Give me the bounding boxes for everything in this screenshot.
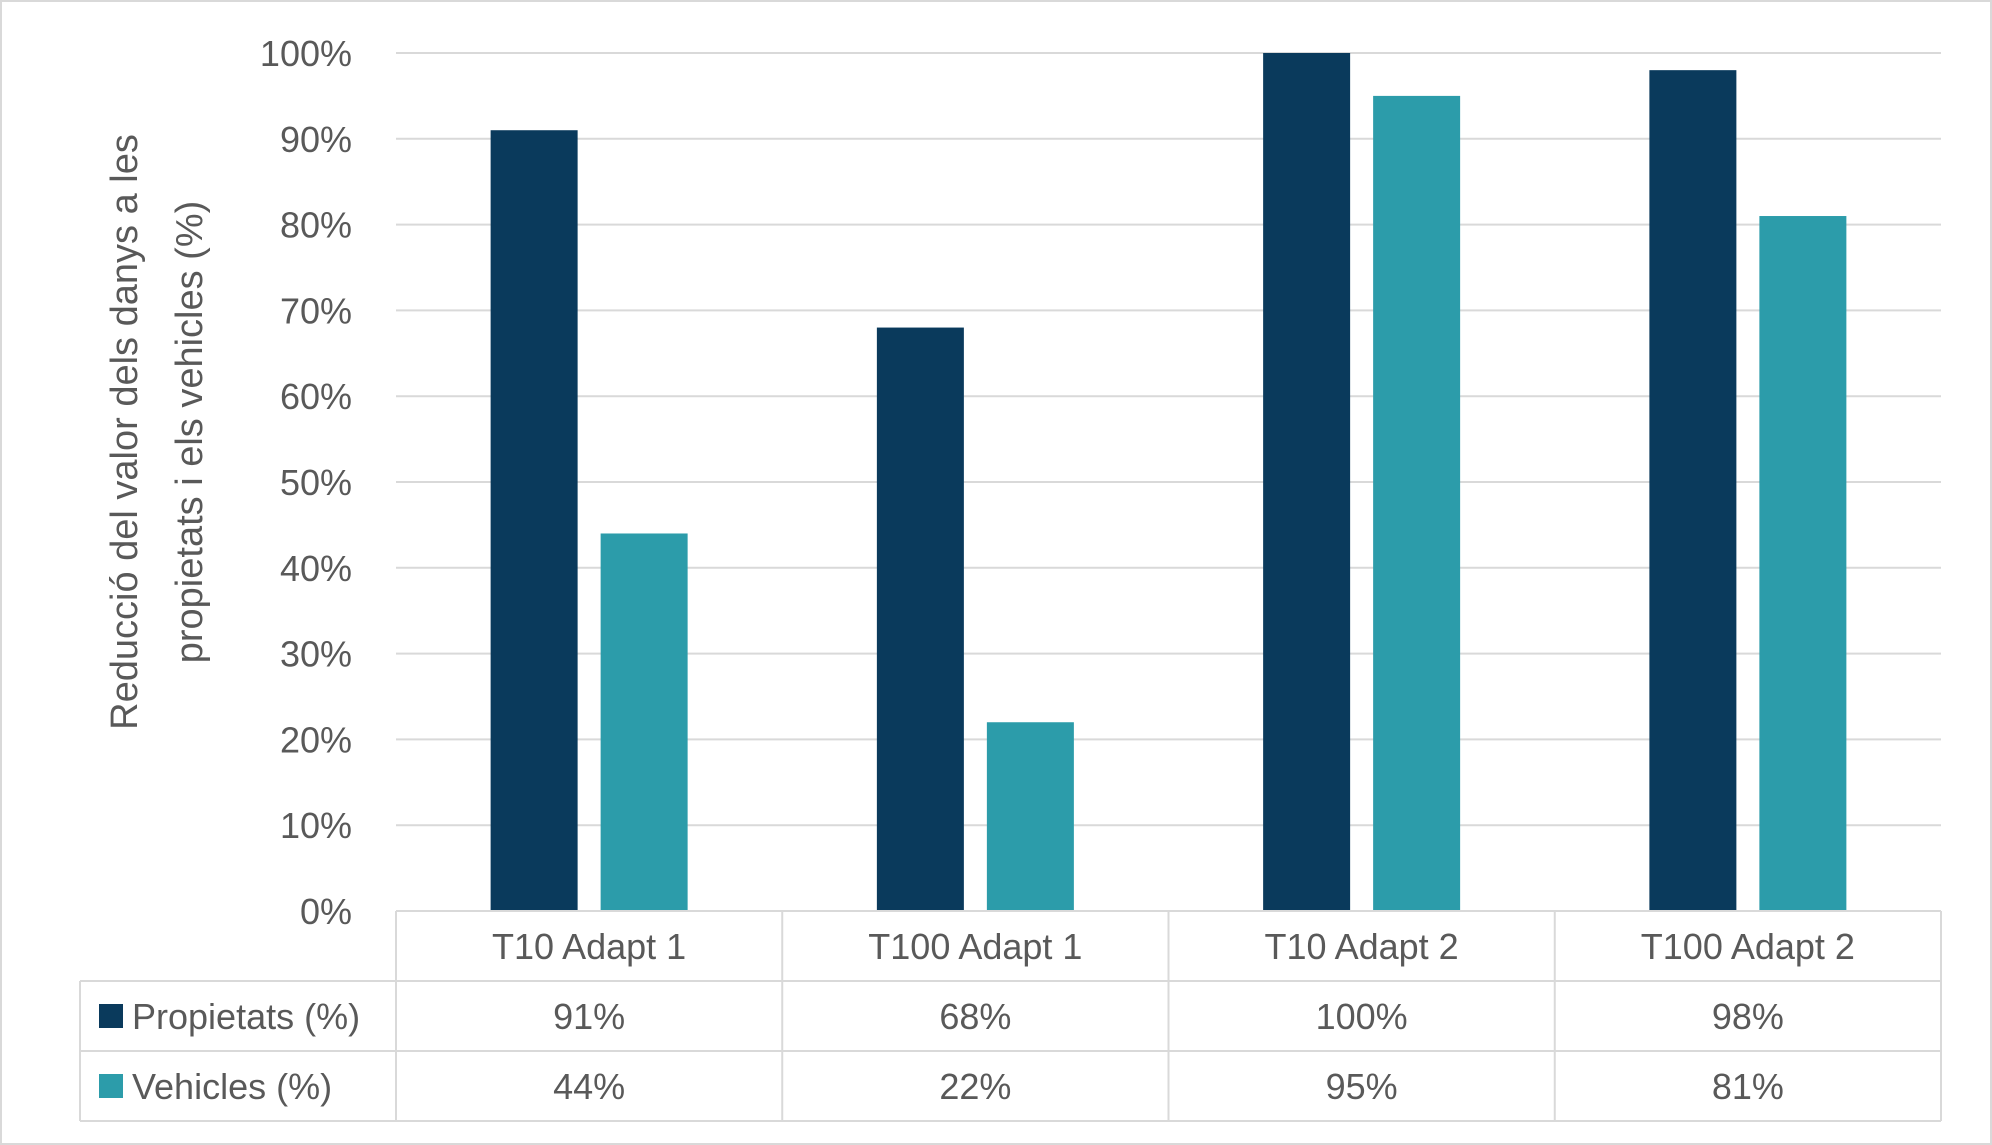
y-tick-label: 80% [280, 205, 352, 246]
bars [490, 53, 1847, 912]
table-value: 98% [1712, 996, 1784, 1037]
y-tick-label: 60% [280, 376, 352, 417]
bar-propietats [1649, 70, 1737, 911]
y-tick-label: 70% [280, 290, 352, 331]
y-tick-label: 100% [260, 33, 352, 74]
y-tick-label: 30% [280, 634, 352, 675]
legend-label: Vehicles (%) [132, 1066, 332, 1107]
y-axis-title: Reducció del valor dels danys a les prop… [104, 134, 211, 730]
table-value: 100% [1316, 996, 1408, 1037]
y-tick-label: 0% [300, 891, 352, 932]
data-table: T10 Adapt 1 T100 Adapt 1 T10 Adapt 2 T100 A… [79, 910, 1942, 1122]
bar-vehicles [1759, 216, 1847, 911]
legend-label: Propietats (%) [132, 996, 360, 1037]
table-value: 95% [1326, 1066, 1398, 1107]
table-value: 22% [939, 1066, 1011, 1107]
legend-key-vehicles [99, 1074, 123, 1098]
bar-vehicles [1373, 95, 1461, 911]
table-value: 81% [1712, 1066, 1784, 1107]
y-tick-label: 90% [280, 119, 352, 160]
y-tick-label: 10% [280, 805, 352, 846]
bar-propietats [1263, 53, 1351, 911]
bar-propietats [876, 327, 964, 911]
category-label: T100 Adapt 1 [868, 926, 1082, 967]
category-label: T10 Adapt 2 [1265, 926, 1459, 967]
legend-key-propietats [99, 1004, 123, 1028]
y-axis-title-line-2: propietats i els vehicles (%) [169, 201, 211, 664]
table-value: 91% [553, 996, 625, 1037]
category-label: T100 Adapt 2 [1641, 926, 1855, 967]
table-value: 68% [939, 996, 1011, 1037]
bar-vehicles [986, 722, 1074, 911]
bar-propietats [490, 130, 578, 912]
table-value: 44% [553, 1066, 625, 1107]
y-tick-label: 20% [280, 719, 352, 760]
bar-vehicles [600, 533, 688, 911]
y-axis-title-line-1: Reducció del valor dels danys a les [104, 134, 146, 730]
y-tick-label: 50% [280, 462, 352, 503]
category-label: T10 Adapt 1 [492, 926, 686, 967]
y-axis: 0% 10% 20% 30% 40% 50% 60% 70% 80% 90% 100% [260, 33, 352, 932]
y-tick-label: 40% [280, 548, 352, 589]
